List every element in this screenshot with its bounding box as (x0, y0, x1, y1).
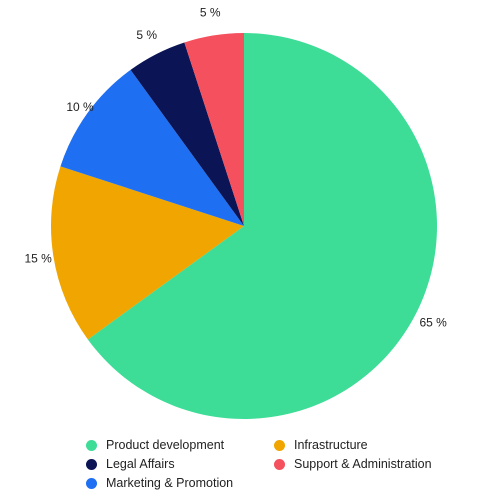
slice-label-product-development: 65 % (419, 315, 447, 329)
legend-swatch-marketing-promotion (86, 477, 97, 489)
pie-chart: 65 % 15 % 10 % 5 % 5 % (24, 6, 447, 419)
legend-item-product-development: Product development (86, 436, 224, 454)
pie-slice-product-development (87, 33, 437, 419)
legend-item-marketing-promotion: Marketing & Promotion (86, 474, 233, 492)
pie-slice-legal-affairs (130, 42, 244, 226)
slice-label-infrastructure: 15 % (24, 252, 52, 266)
legend-label-marketing-promotion: Marketing & Promotion (106, 476, 234, 490)
pie-slice-infrastructure (51, 166, 244, 340)
pie-slice-marketing-promotion (60, 69, 244, 227)
chart-legend: Product development Infrastructure Legal… (86, 436, 486, 496)
legend-label-support-administration: Support & Administration (294, 457, 432, 471)
legend-label-infrastructure: Infrastructure (294, 438, 368, 452)
pie-chart-svg: 65 % 15 % 10 % 5 % 5 % (24, 6, 447, 419)
legend-label-legal-affairs: Legal Affairs (106, 457, 175, 471)
slice-label-marketing-promotion: 10 % (66, 100, 94, 114)
legend-swatch-infrastructure (274, 439, 285, 451)
legend-swatch-product-development (86, 439, 97, 451)
slice-label-support-administration: 5 % (200, 6, 221, 20)
legend-swatch-support-administration (274, 458, 285, 470)
legend-item-infrastructure: Infrastructure (274, 436, 368, 454)
slice-label-legal-affairs: 5 % (136, 28, 157, 42)
legend-swatch-legal-affairs (86, 458, 97, 470)
pie-slice-support-administration (184, 33, 244, 226)
legend-label-product-development: Product development (106, 438, 225, 452)
legend-item-support-administration: Support & Administration (274, 455, 432, 473)
legend-item-legal-affairs: Legal Affairs (86, 455, 175, 473)
